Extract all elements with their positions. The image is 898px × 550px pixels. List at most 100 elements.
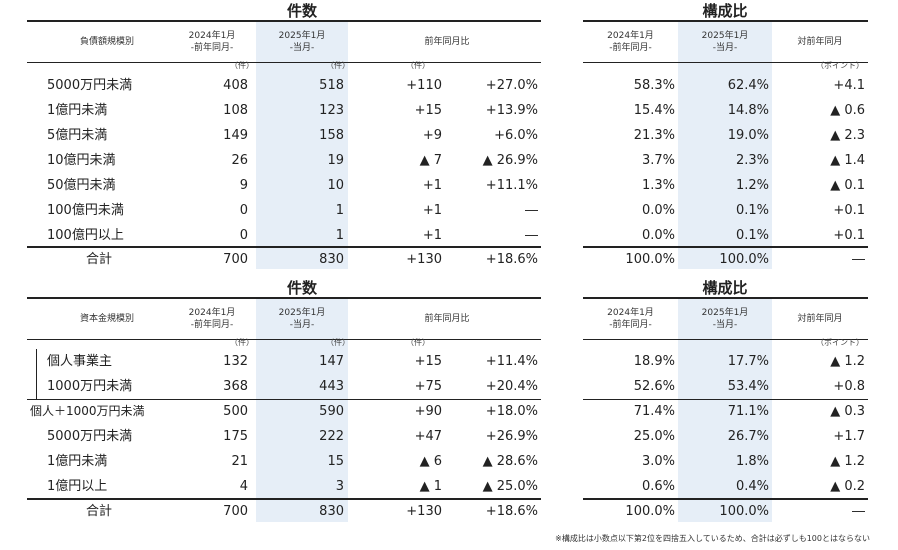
ratio-title: 構成比 bbox=[702, 2, 748, 20]
category-header: 資本金規模別 bbox=[27, 299, 187, 339]
row-curr: 443 bbox=[319, 379, 344, 394]
table-row: 10億円未満 26 19 ▲ 7 ▲ 26.9% 3.7% 2.3% ▲ 1.4 bbox=[0, 148, 898, 173]
unit-diff: （件） bbox=[406, 338, 430, 347]
ratio-table-header: 2024年1月 -前年同月- 2025年1月 -当月- 対前年同月 bbox=[583, 20, 868, 63]
row-diff: +110 bbox=[406, 78, 442, 93]
ratio-diff-header: 対前年同月 bbox=[772, 299, 868, 339]
row-prev: 108 bbox=[223, 103, 248, 118]
ratio-prev-date: 2024年1月 bbox=[607, 31, 654, 41]
table-row: 1億円未満 21 15 ▲ 6 ▲ 28.6% 3.0% 1.8% ▲ 1.2 bbox=[0, 449, 898, 474]
unit-diff: （件） bbox=[406, 61, 430, 70]
row-pct: +13.9% bbox=[485, 103, 538, 118]
ratio-diff-header: 対前年同月 bbox=[772, 22, 868, 62]
row-ratio-curr: 2.3% bbox=[735, 153, 769, 168]
row-ratio-curr: 71.1% bbox=[727, 404, 769, 419]
row-pct: +18.0% bbox=[485, 404, 538, 419]
row-ratio-curr: 0.4% bbox=[735, 479, 769, 494]
row-label: 1億円未満 bbox=[47, 103, 108, 118]
row-prev: 500 bbox=[223, 404, 248, 419]
row-diff: +1 bbox=[422, 228, 442, 243]
row-ratio-prev: 18.9% bbox=[633, 354, 675, 369]
ratio-diff-header-label: 対前年同月 bbox=[797, 37, 843, 47]
row-ratio-prev: 21.3% bbox=[633, 128, 675, 143]
table-row: 個人事業主 132 147 +15 +11.4% 18.9% 17.7% ▲ 1… bbox=[0, 349, 898, 374]
row-ratio-diff: +0.1 bbox=[833, 203, 865, 218]
table-row: 1億円以上 4 3 ▲ 1 ▲ 25.0% 0.6% 0.4% ▲ 0.2 bbox=[0, 474, 898, 499]
total-row: 合計 700 830 +130 +18.6% 100.0% 100.0% ― bbox=[0, 247, 898, 272]
total-curr: 830 bbox=[319, 504, 344, 519]
row-curr: 222 bbox=[319, 429, 344, 444]
table-row: 1000万円未満 368 443 +75 +20.4% 52.6% 53.4% … bbox=[0, 374, 898, 399]
row-curr: 3 bbox=[335, 479, 344, 494]
row-diff: ▲ 7 bbox=[419, 153, 442, 168]
row-diff: +47 bbox=[414, 429, 442, 444]
curr-month-date: 2025年1月 bbox=[278, 308, 326, 318]
row-ratio-curr: 17.7% bbox=[727, 354, 769, 369]
row-curr: 158 bbox=[319, 128, 344, 143]
row-ratio-prev: 3.0% bbox=[641, 454, 675, 469]
footnote: ※構成比は小数点以下第2位を四捨五入しているため、合計は必ずしも100とはならな… bbox=[555, 534, 870, 543]
row-ratio-prev: 15.4% bbox=[633, 103, 675, 118]
row-curr: 10 bbox=[327, 178, 344, 193]
row-label: 10億円未満 bbox=[47, 153, 116, 168]
row-ratio-diff: ▲ 0.6 bbox=[830, 103, 865, 118]
total-pct: +18.6% bbox=[485, 504, 538, 519]
row-prev: 132 bbox=[223, 354, 248, 369]
row-label: 個人事業主 bbox=[47, 354, 113, 369]
row-ratio-diff: ▲ 0.1 bbox=[830, 178, 865, 193]
row-ratio-curr: 14.8% bbox=[727, 103, 769, 118]
ratio-diff-header-label: 対前年同月 bbox=[797, 314, 843, 324]
row-ratio-prev: 71.4% bbox=[633, 404, 675, 419]
total-ratio-diff: ― bbox=[852, 252, 865, 267]
prev-month-caption: -前年同月- bbox=[190, 43, 234, 53]
total-ratio-diff: ― bbox=[852, 504, 865, 519]
row-prev: 4 bbox=[239, 479, 248, 494]
row-curr: 518 bbox=[319, 78, 344, 93]
current-month-highlight-bottom-ratio bbox=[678, 297, 772, 522]
ratio-curr-date: 2025年1月 bbox=[701, 308, 749, 318]
current-month-highlight-bottom-count bbox=[256, 297, 348, 522]
table-row: 50億円未満 9 10 +1 +11.1% 1.3% 1.2% ▲ 0.1 bbox=[0, 173, 898, 198]
total-prev: 700 bbox=[223, 504, 248, 519]
row-label: 1億円以上 bbox=[47, 479, 108, 494]
yoy-header-label: 前年同月比 bbox=[424, 314, 470, 324]
row-ratio-curr: 1.8% bbox=[735, 454, 769, 469]
total-divider bbox=[27, 246, 541, 248]
row-ratio-curr: 26.7% bbox=[727, 429, 769, 444]
row-ratio-diff: +0.1 bbox=[833, 228, 865, 243]
row-diff: ▲ 6 bbox=[419, 454, 442, 469]
ratio-prev-header: 2024年1月 -前年同月- bbox=[583, 299, 678, 339]
ratio-prev-caption: -前年同月- bbox=[609, 320, 652, 330]
current-month-highlight-top-count bbox=[256, 20, 348, 269]
total-ratio-prev: 100.0% bbox=[625, 252, 675, 267]
row-prev: 21 bbox=[231, 454, 248, 469]
row-pct: +6.0% bbox=[494, 128, 538, 143]
row-diff: ▲ 1 bbox=[419, 479, 442, 494]
total-label: 合計 bbox=[86, 504, 113, 519]
total-prev: 700 bbox=[223, 252, 248, 267]
row-label: 5000万円未満 bbox=[47, 78, 133, 93]
row-label: 100億円未満 bbox=[47, 203, 124, 218]
row-diff: +15 bbox=[414, 103, 442, 118]
unit-curr: （件） bbox=[326, 338, 350, 347]
row-pct: +20.4% bbox=[485, 379, 538, 394]
row-pct: +27.0% bbox=[485, 78, 538, 93]
row-pct: +11.4% bbox=[485, 354, 538, 369]
ratio-table-header: 2024年1月 -前年同月- 2025年1月 -当月- 対前年同月 bbox=[583, 297, 868, 340]
row-label: 50億円未満 bbox=[47, 178, 116, 193]
table-row: 1億円未満 108 123 +15 +13.9% 15.4% 14.8% ▲ 0… bbox=[0, 98, 898, 123]
row-ratio-prev: 0.6% bbox=[641, 479, 675, 494]
table-row: 100億円未満 0 1 +1 ― 0.0% 0.1% +0.1 bbox=[0, 198, 898, 223]
row-label: 個人＋1000万円未満 bbox=[30, 404, 145, 418]
row-ratio-diff: ▲ 1.2 bbox=[830, 354, 865, 369]
unit-prev: （件） bbox=[230, 61, 254, 70]
row-diff: +15 bbox=[414, 354, 442, 369]
current-month-highlight-top-ratio bbox=[678, 20, 772, 269]
total-divider bbox=[583, 498, 868, 500]
total-diff: +130 bbox=[406, 252, 442, 267]
ratio-prev-caption: -前年同月- bbox=[609, 43, 652, 53]
unit-point: （ポイント） bbox=[816, 61, 864, 70]
row-ratio-diff: ▲ 2.3 bbox=[830, 128, 865, 143]
row-ratio-prev: 52.6% bbox=[633, 379, 675, 394]
